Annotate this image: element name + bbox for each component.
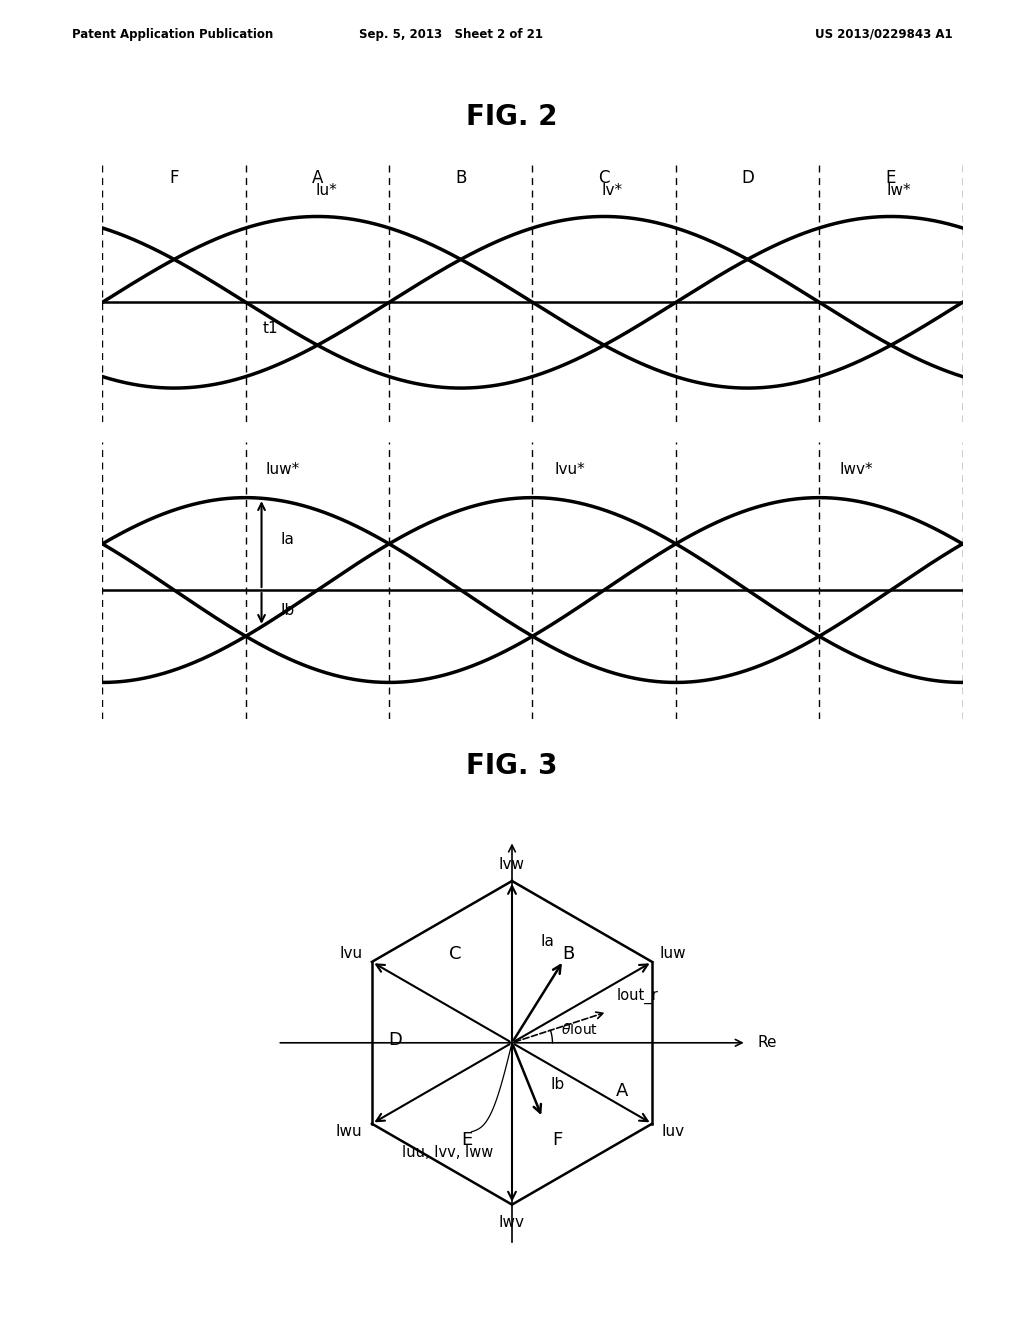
Text: US 2013/0229843 A1: US 2013/0229843 A1 — [815, 28, 952, 41]
Text: E: E — [886, 169, 896, 187]
Text: Iv*: Iv* — [602, 182, 623, 198]
Text: Iwv*: Iwv* — [839, 462, 872, 478]
Text: Iuv: Iuv — [662, 1125, 685, 1139]
Text: Ia: Ia — [281, 532, 294, 546]
Text: C: C — [598, 169, 610, 187]
Text: t1: t1 — [262, 321, 278, 337]
Text: Ib: Ib — [281, 603, 295, 618]
Text: Ivu: Ivu — [339, 946, 362, 961]
Text: A: A — [615, 1082, 628, 1101]
Text: Sep. 5, 2013   Sheet 2 of 21: Sep. 5, 2013 Sheet 2 of 21 — [358, 28, 543, 41]
Text: F: F — [552, 1131, 562, 1148]
Text: Ib: Ib — [550, 1077, 564, 1092]
Text: Iu*: Iu* — [315, 182, 337, 198]
Text: Ivu*: Ivu* — [554, 462, 585, 478]
Text: Patent Application Publication: Patent Application Publication — [72, 28, 273, 41]
Text: Iuw*: Iuw* — [266, 462, 300, 478]
Text: Iout_r: Iout_r — [617, 987, 658, 1003]
Text: F: F — [169, 169, 179, 187]
Text: Ia: Ia — [541, 935, 554, 949]
Text: B: B — [455, 169, 467, 187]
Text: $\theta$Iout: $\theta$Iout — [560, 1023, 598, 1038]
Text: Iw*: Iw* — [887, 182, 911, 198]
Text: D: D — [741, 169, 754, 187]
Text: Iuu, Ivv, Iww: Iuu, Ivv, Iww — [401, 1146, 493, 1160]
Text: Iuw: Iuw — [659, 946, 686, 961]
Text: E: E — [461, 1131, 472, 1148]
Text: D: D — [388, 1031, 402, 1048]
Text: FIG. 3: FIG. 3 — [466, 752, 558, 780]
Text: FIG. 2: FIG. 2 — [466, 103, 558, 132]
Text: A: A — [311, 169, 324, 187]
Text: C: C — [450, 945, 462, 962]
Text: Iwu: Iwu — [336, 1125, 362, 1139]
Text: Ivw: Ivw — [499, 857, 525, 873]
Text: Re: Re — [758, 1035, 777, 1051]
Text: B: B — [562, 945, 574, 962]
Text: Iwv: Iwv — [499, 1214, 525, 1230]
